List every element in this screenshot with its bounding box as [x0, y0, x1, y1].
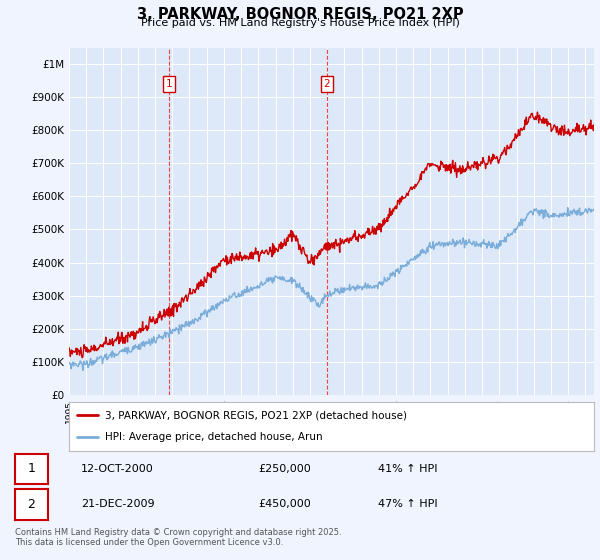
Text: Contains HM Land Registry data © Crown copyright and database right 2025.
This d: Contains HM Land Registry data © Crown c…: [15, 528, 341, 548]
Text: 3, PARKWAY, BOGNOR REGIS, PO21 2XP: 3, PARKWAY, BOGNOR REGIS, PO21 2XP: [137, 7, 463, 22]
Text: £450,000: £450,000: [258, 500, 311, 509]
Text: HPI: Average price, detached house, Arun: HPI: Average price, detached house, Arun: [105, 432, 322, 442]
Text: 2: 2: [323, 79, 330, 89]
Text: £250,000: £250,000: [258, 464, 311, 474]
Text: 41% ↑ HPI: 41% ↑ HPI: [378, 464, 437, 474]
Text: 1: 1: [166, 79, 172, 89]
Text: 1: 1: [28, 463, 35, 475]
Text: 3, PARKWAY, BOGNOR REGIS, PO21 2XP (detached house): 3, PARKWAY, BOGNOR REGIS, PO21 2XP (deta…: [105, 410, 407, 421]
Text: Price paid vs. HM Land Registry's House Price Index (HPI): Price paid vs. HM Land Registry's House …: [140, 18, 460, 29]
Text: 21-DEC-2009: 21-DEC-2009: [81, 500, 155, 509]
Text: 47% ↑ HPI: 47% ↑ HPI: [378, 500, 437, 509]
Text: 2: 2: [28, 498, 35, 511]
Text: 12-OCT-2000: 12-OCT-2000: [81, 464, 154, 474]
